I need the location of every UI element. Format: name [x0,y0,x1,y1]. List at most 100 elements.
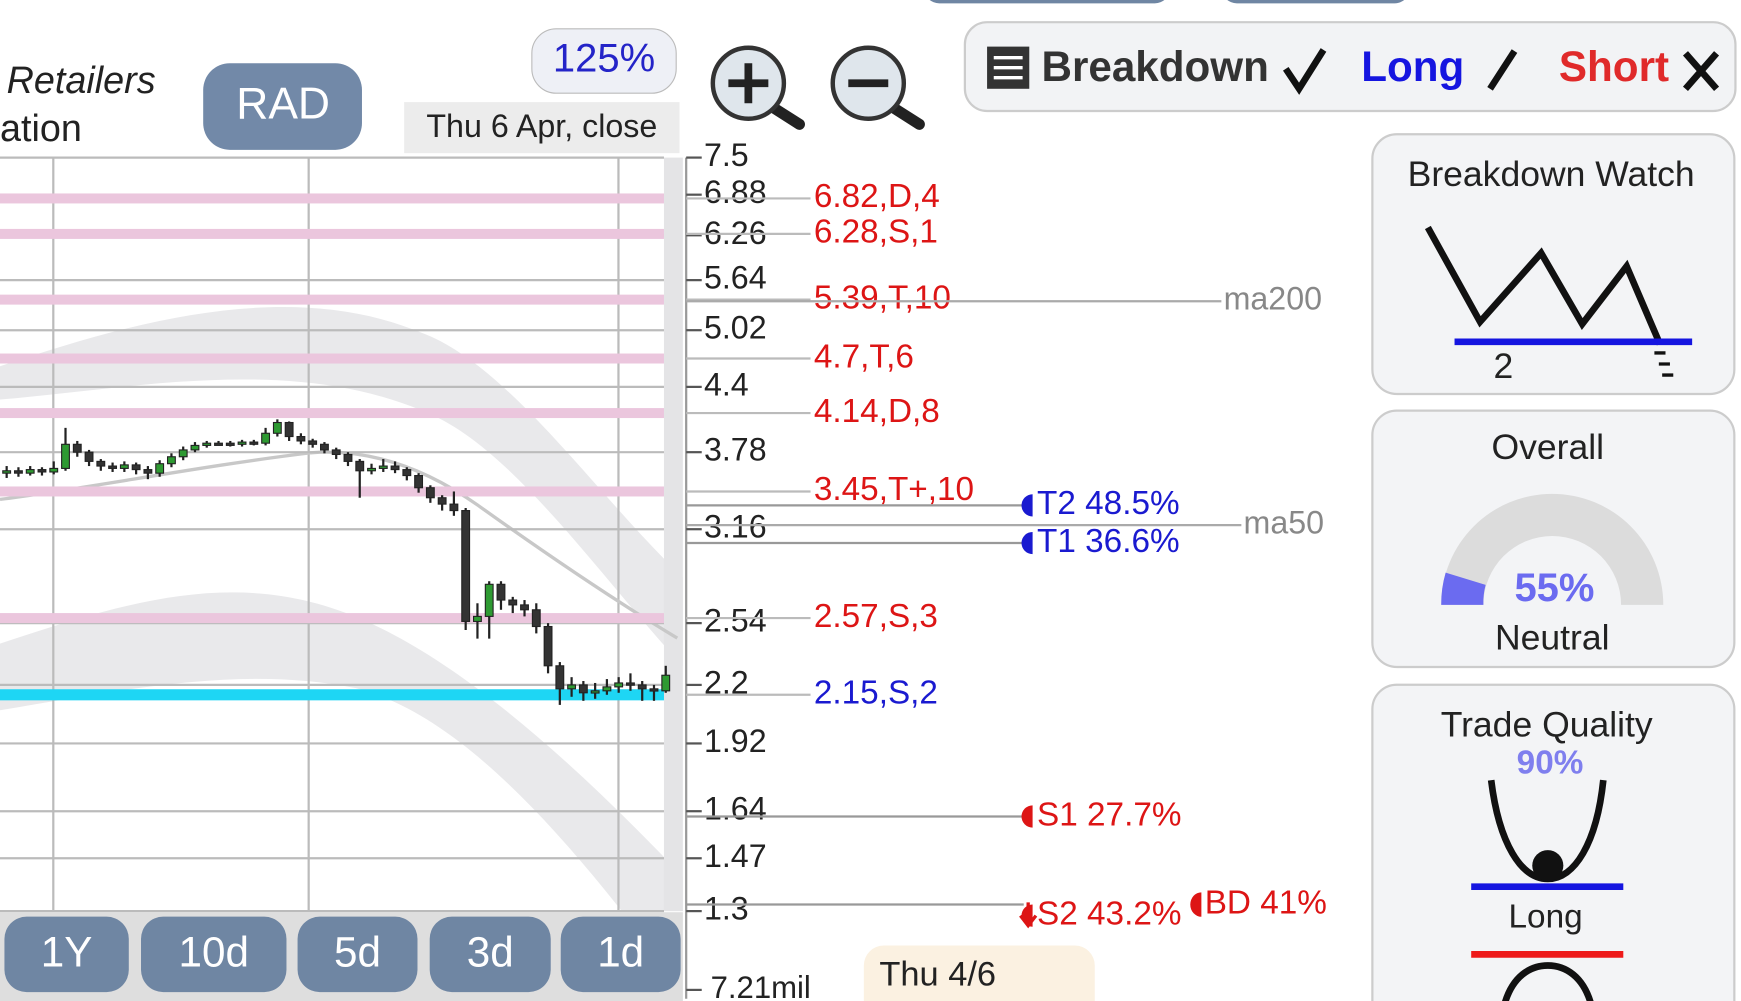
card-value: 90% [1517,744,1584,781]
marker-icon [1190,892,1202,917]
candle-body [214,442,223,446]
candle-body [37,469,47,473]
level-band [0,486,664,497]
candle-body [578,684,588,694]
candle-body [72,443,82,453]
period-button[interactable] [4,916,129,993]
y-tick-label: 1.92 [704,723,767,759]
candle-body [25,469,35,474]
ma-label: ma50 [1244,505,1325,541]
candle-body [119,464,129,469]
candle-body [96,460,106,467]
band-shade [0,592,683,912]
zoom-button[interactable] [531,28,677,94]
candle-body [649,688,659,692]
level-band [0,613,664,624]
legend-short[interactable]: Short [1559,43,1669,90]
candle-body [61,443,70,469]
candle-body [378,465,388,469]
level-band [0,193,664,204]
card-status: Neutral [1495,618,1610,658]
candle-body [484,583,494,617]
candle-body [178,449,188,458]
down-arrow [1019,902,1038,929]
menu-icon[interactable] [987,46,1030,89]
zoom-in[interactable] [710,45,805,130]
candle-body [225,442,235,446]
level-label: 4.7,T,6 [814,338,914,375]
level-label: 6.28,S,1 [814,214,938,251]
level-band [0,294,664,305]
candle-body [496,583,506,601]
y-tick-label: 1.3 [704,891,749,927]
candle-body [661,674,671,692]
period-button[interactable] [297,916,418,993]
pattern-icon [1424,225,1664,346]
level-label: 2.15,S,2 [814,675,938,712]
period-buttons: 1Y 10d 5d 3d 1d [4,916,681,993]
y-tick-label: 7.5 [704,137,749,173]
y-tick-label: 3.16 [704,509,767,545]
candle-body [508,599,518,606]
candle-body [461,510,471,622]
dash-icon [1654,351,1674,377]
candle-body [155,463,165,474]
symbol-button[interactable] [203,63,362,150]
marker-icon [1021,805,1033,828]
top-button[interactable] [924,0,1170,4]
candle-body [402,469,412,477]
card-title: Breakdown Watch [1408,154,1695,194]
candle-body [331,449,341,456]
period-button[interactable] [560,916,681,993]
level-band [0,689,664,701]
card-value: 55% [1514,566,1594,610]
y-tick-label: 6.26 [704,215,767,251]
card-value: 2 [1494,346,1514,386]
y-tick-label: 5.02 [704,310,767,346]
candle-body [602,686,612,692]
band-shade [0,307,683,666]
slash-icon [1487,49,1518,91]
candle-body [520,604,529,611]
candle-body [108,465,118,469]
card [1371,683,1736,1001]
period-label: 10d [179,929,249,976]
marker-label: S1 27.7% [1037,796,1181,833]
candle-body [308,440,318,445]
candle-body [84,451,94,462]
period-button[interactable] [141,916,287,993]
candle-body [237,441,247,445]
legend-breakdown[interactable]: Breakdown [1041,43,1268,90]
y-tick-label: 6.88 [704,174,767,210]
right-strip [663,157,683,912]
tooltip: Thu 4/6 [879,956,996,994]
ma-label: ma200 [1224,281,1322,317]
zoom-out[interactable] [830,45,925,130]
candle-body [202,442,212,446]
candle-body [2,470,12,474]
zoom-level: 125% [553,37,655,81]
candle-body [131,464,141,471]
card-title: Overall [1492,427,1605,467]
candle-body [437,497,447,505]
level-band [0,353,664,364]
period-label: 5d [334,929,381,976]
card-status: Long [1509,899,1583,936]
level-band [0,408,664,419]
candle-body [284,421,294,438]
candle-body [143,469,153,474]
period-label: 3d [467,929,514,976]
candle-body [355,460,365,472]
period-button[interactable] [429,916,551,993]
y-tick-label: 3.78 [704,432,767,468]
card-title: Trade Quality [1441,704,1653,744]
y-tick-label: 4.4 [704,366,749,402]
gauge-fill [1441,572,1486,605]
top-button[interactable] [1221,0,1410,4]
legend-long[interactable]: Long [1361,43,1464,90]
y-tick-label: 1.47 [704,838,767,874]
gauge [1441,493,1664,605]
candle-body [343,453,353,462]
